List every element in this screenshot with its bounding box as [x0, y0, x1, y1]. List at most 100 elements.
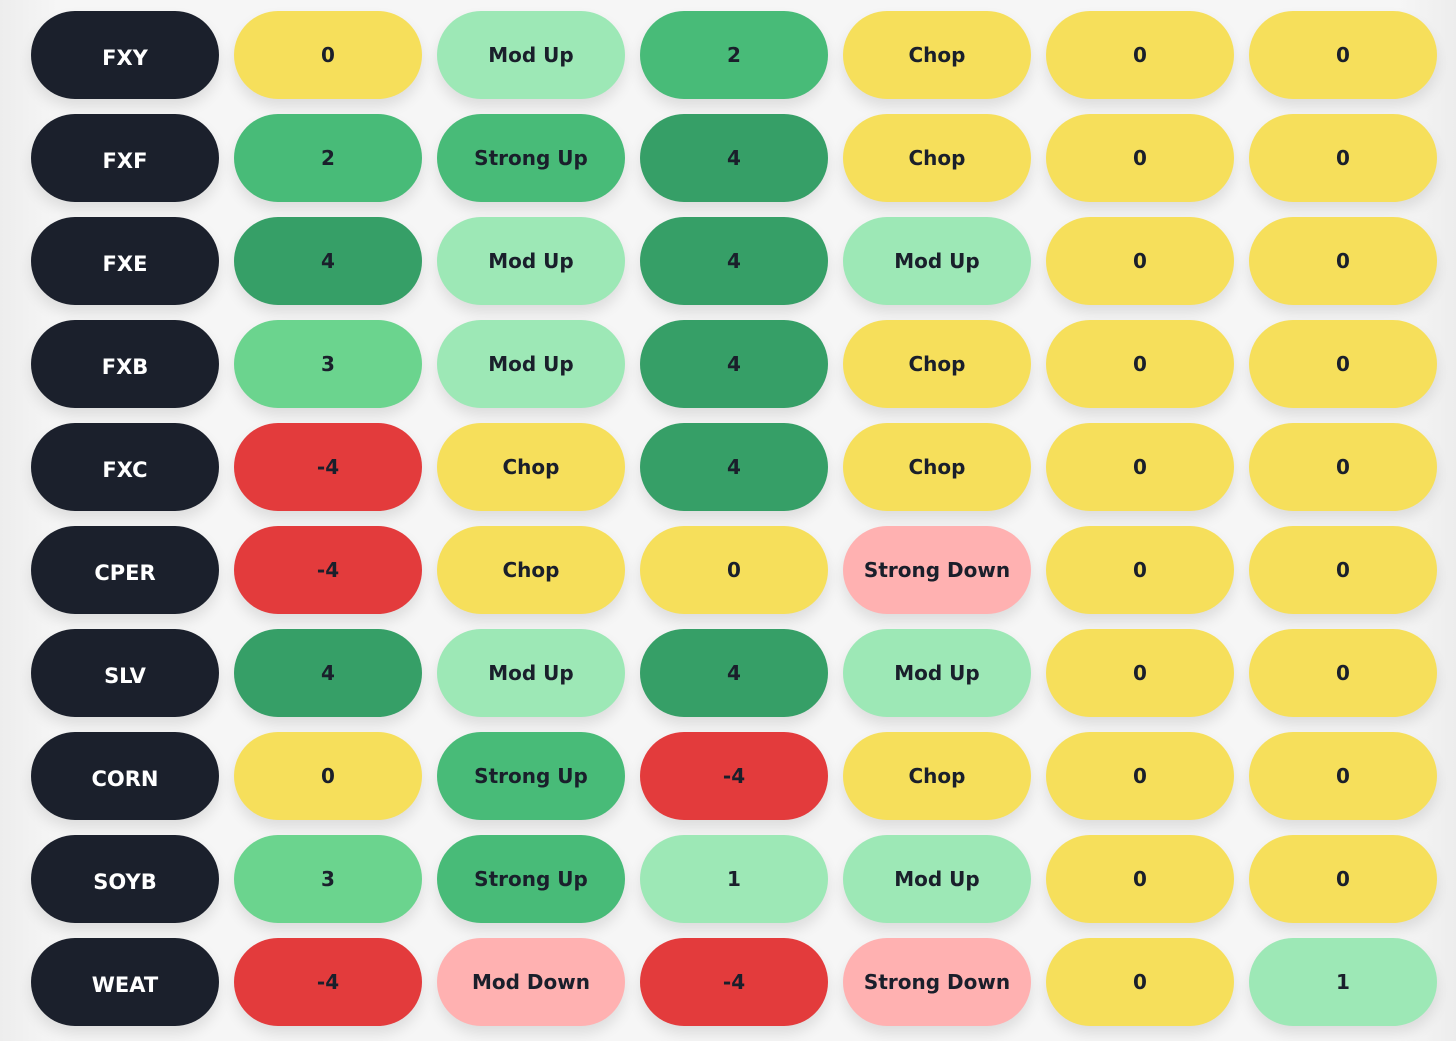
signal-value: Mod Up [894, 249, 980, 273]
signal-pill: 0 [1046, 114, 1234, 202]
signal-pill: 4 [640, 217, 828, 305]
signal-value: Mod Down [472, 970, 590, 994]
signal-pill: 4 [640, 629, 828, 717]
signal-value: 0 [1336, 558, 1350, 582]
signal-pill: 0 [1046, 11, 1234, 99]
signal-value: 0 [1133, 558, 1147, 582]
signal-pill: Mod Down [437, 938, 625, 1026]
signal-value: 2 [321, 146, 335, 170]
signal-value: Mod Up [488, 661, 574, 685]
ticker-label: FXC [102, 458, 148, 482]
signal-pill: Mod Up [437, 629, 625, 717]
signal-pill: -4 [640, 732, 828, 820]
signal-value: 4 [321, 661, 335, 685]
signal-value: 3 [321, 352, 335, 376]
signal-value: 0 [321, 764, 335, 788]
signal-pill: Mod Up [843, 835, 1031, 923]
signal-value: 4 [727, 146, 741, 170]
signal-value: 0 [1133, 352, 1147, 376]
ticker-pill: FXC [31, 423, 219, 511]
ticker-pill: FXB [31, 320, 219, 408]
signal-value: Mod Up [488, 43, 574, 67]
ticker-label: CPER [94, 561, 156, 585]
signal-value: Mod Up [894, 867, 980, 891]
signal-value: 4 [321, 249, 335, 273]
signal-pill: 0 [1249, 526, 1437, 614]
signal-value: 0 [1336, 867, 1350, 891]
ticker-pill: WEAT [31, 938, 219, 1026]
ticker-pill: SLV [31, 629, 219, 717]
signal-value: Strong Down [863, 970, 1011, 994]
signal-pill: 0 [1046, 732, 1234, 820]
signal-pill: Chop [843, 320, 1031, 408]
ticker-pill: CPER [31, 526, 219, 614]
signal-pill: 0 [1249, 11, 1437, 99]
ticker-pill: SOYB [31, 835, 219, 923]
signal-pill: -4 [640, 938, 828, 1026]
ticker-label: CORN [91, 767, 159, 791]
signal-pill: Mod Up [437, 11, 625, 99]
signal-pill: 0 [1046, 217, 1234, 305]
signal-pill: Strong Down [843, 938, 1031, 1026]
signal-pill: 3 [234, 835, 422, 923]
signal-value: 4 [727, 661, 741, 685]
signal-value: 0 [1336, 764, 1350, 788]
ticker-pill: CORN [31, 732, 219, 820]
ticker-label: WEAT [91, 973, 159, 997]
signal-pill: 4 [640, 423, 828, 511]
signal-pill: 0 [1249, 217, 1437, 305]
signal-pill: Strong Up [437, 114, 625, 202]
signal-value: 0 [1133, 764, 1147, 788]
signal-pill: 0 [1046, 423, 1234, 511]
signal-value: 0 [321, 43, 335, 67]
signal-value: 0 [1336, 455, 1350, 479]
ticker-pill: FXY [31, 11, 219, 99]
ticker-label: FXF [102, 149, 148, 173]
signal-value: 3 [321, 867, 335, 891]
signal-pill: Mod Up [843, 629, 1031, 717]
signal-value: 1 [1336, 970, 1350, 994]
signal-value: 0 [1133, 970, 1147, 994]
signal-pill: 0 [1046, 320, 1234, 408]
signal-pill: -4 [234, 526, 422, 614]
signal-value: -4 [316, 558, 340, 582]
signal-value: -4 [722, 970, 746, 994]
ticker-pill: FXF [31, 114, 219, 202]
signal-value: Chop [908, 764, 966, 788]
signal-value: 0 [1133, 249, 1147, 273]
signal-value: Strong Up [474, 146, 588, 170]
signal-value: Strong Up [474, 867, 588, 891]
signal-pill: 0 [1046, 629, 1234, 717]
signal-value: Chop [908, 43, 966, 67]
signal-pill: Strong Up [437, 835, 625, 923]
signal-value: Chop [502, 558, 560, 582]
signal-pill: Strong Down [843, 526, 1031, 614]
signal-value: 0 [1133, 455, 1147, 479]
signal-value: -4 [316, 455, 340, 479]
signal-pill: Strong Up [437, 732, 625, 820]
signal-pill: 0 [1046, 835, 1234, 923]
signal-value: 0 [1336, 249, 1350, 273]
signal-value: Mod Up [488, 352, 574, 376]
signal-pill: Chop [843, 423, 1031, 511]
signal-pill: Chop [437, 423, 625, 511]
ticker-label: FXB [101, 355, 149, 379]
signal-pill: 0 [1249, 423, 1437, 511]
signal-value: 0 [727, 558, 741, 582]
signal-pill: -4 [234, 938, 422, 1026]
signal-pill: Chop [843, 732, 1031, 820]
signal-value: 0 [1133, 43, 1147, 67]
signal-pill: 0 [1046, 938, 1234, 1026]
ticker-label: FXY [102, 46, 148, 70]
signal-value: 4 [727, 352, 741, 376]
signal-pill: Mod Up [843, 217, 1031, 305]
signal-pill: 0 [1249, 629, 1437, 717]
signal-value: -4 [722, 764, 746, 788]
signal-pill: 2 [234, 114, 422, 202]
signal-value: Chop [502, 455, 560, 479]
signal-value: 2 [727, 43, 741, 67]
signal-value: Chop [908, 455, 966, 479]
ticker-pill: FXE [31, 217, 219, 305]
signal-pill: 0 [1249, 114, 1437, 202]
